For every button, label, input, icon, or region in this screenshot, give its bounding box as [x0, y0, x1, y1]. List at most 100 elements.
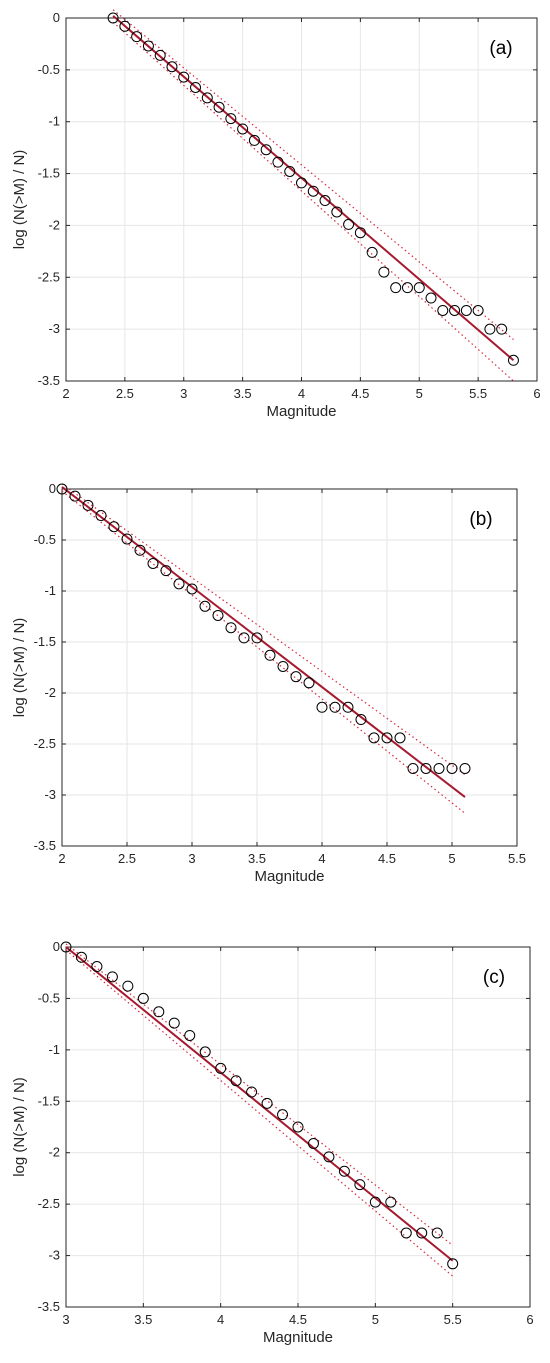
- data-point: [106, 971, 118, 983]
- data-point: [425, 292, 437, 304]
- data-point: [201, 92, 213, 104]
- data-point: [447, 1258, 459, 1270]
- x-tick-label: 2.5: [118, 851, 136, 866]
- data-point: [168, 1017, 180, 1029]
- x-tick-label: 5: [416, 386, 423, 401]
- x-tick-label: 2.5: [116, 386, 134, 401]
- data-point: [338, 1165, 350, 1177]
- data-point: [459, 762, 471, 774]
- data-point: [190, 81, 202, 93]
- x-tick-label: 2: [58, 851, 65, 866]
- y-tick-label: 0: [49, 481, 56, 496]
- data-point: [69, 490, 81, 502]
- y-tick-label: -1: [44, 583, 56, 598]
- y-tick-label: -2: [48, 1145, 60, 1160]
- x-tick-label: 3.5: [134, 1312, 152, 1327]
- data-point: [251, 632, 263, 644]
- data-point: [355, 714, 367, 726]
- x-tick-label: 5.5: [508, 851, 526, 866]
- data-point: [331, 206, 343, 218]
- data-point: [91, 961, 103, 973]
- data-point: [354, 227, 366, 239]
- data-point: [484, 323, 496, 335]
- data-point: [446, 762, 458, 774]
- y-tick-label: -3: [44, 787, 56, 802]
- data-point: [75, 951, 87, 963]
- panel-label: (b): [469, 509, 492, 530]
- panel-1: 2 2.5 3 3.5 4 4.5 5 5.5 6 0 -0.5 -1 -1.5 -2 -2.5 -3 -3.5…: [11, 9, 541, 420]
- y-tick-label: -2.5: [34, 736, 56, 751]
- data-point: [173, 578, 185, 590]
- data-point: [369, 1196, 381, 1208]
- data-point: [225, 113, 237, 125]
- x-tick-label: 6: [533, 386, 540, 401]
- data-point: [248, 134, 260, 146]
- data-point: [261, 1097, 273, 1109]
- confidence-bound-line: [61, 490, 466, 814]
- data-point: [122, 980, 134, 992]
- y-tick-label: -2.5: [38, 1196, 60, 1211]
- y-tick-label: -0.5: [38, 990, 60, 1005]
- y-tick-label: -2.5: [38, 269, 60, 284]
- data-point: [368, 732, 380, 744]
- x-tick-label: 5.5: [444, 1312, 462, 1327]
- data-point: [496, 323, 508, 335]
- plot-frame: [61, 488, 518, 847]
- x-tick-label: 4: [318, 851, 325, 866]
- y-tick-label: -0.5: [38, 62, 60, 77]
- y-axis-label: log (N(>M) / N): [11, 618, 28, 718]
- y-tick-label: -1.5: [38, 1093, 60, 1108]
- x-tick-label: 3.5: [234, 386, 252, 401]
- data-point: [134, 544, 146, 556]
- x-tick-label: 6: [526, 1312, 533, 1327]
- data-point: [107, 12, 119, 24]
- data-point: [56, 483, 68, 495]
- data-point: [246, 1086, 258, 1098]
- data-point: [212, 609, 224, 621]
- data-point: [238, 632, 250, 644]
- data-point: [296, 177, 307, 189]
- data-point: [119, 20, 131, 32]
- data-point: [277, 660, 289, 672]
- x-tick-label: 3.5: [248, 851, 266, 866]
- data-point: [95, 510, 107, 522]
- data-point: [147, 557, 159, 569]
- data-point: [292, 1121, 304, 1133]
- data-point: [378, 266, 390, 278]
- regression-fit-line: [65, 946, 454, 1262]
- data-point: [449, 304, 461, 316]
- y-tick-label: -3.5: [38, 1299, 60, 1314]
- x-tick-label: 4: [298, 386, 305, 401]
- data-point: [82, 499, 94, 511]
- data-point: [60, 941, 72, 953]
- confidence-bound-line: [61, 483, 466, 776]
- data-point: [431, 1227, 443, 1239]
- data-point: [160, 565, 172, 577]
- data-point: [413, 282, 425, 294]
- data-point: [199, 600, 211, 612]
- y-tick-label: -2: [48, 217, 60, 232]
- y-tick-label: -0.5: [34, 532, 56, 547]
- data-point: [137, 992, 149, 1004]
- x-tick-label: 3: [62, 1312, 69, 1327]
- x-tick-label: 2: [62, 386, 69, 401]
- data-point: [237, 123, 249, 135]
- x-tick-label: 5: [448, 851, 455, 866]
- y-tick-label: -1: [48, 114, 60, 129]
- data-point: [272, 156, 284, 168]
- data-point: [230, 1075, 242, 1087]
- y-axis-label: log (N(>M) / N): [11, 150, 28, 250]
- data-point: [154, 49, 166, 61]
- y-tick-label: 0: [53, 10, 60, 25]
- y-tick-label: -3.5: [34, 838, 56, 853]
- data-point: [213, 101, 225, 113]
- data-point: [260, 144, 272, 156]
- data-point: [401, 282, 413, 294]
- data-point: [264, 649, 276, 661]
- data-point: [142, 40, 154, 52]
- confidence-bound-line: [112, 21, 514, 382]
- y-tick-label: -1: [48, 1042, 60, 1057]
- x-tick-label: 5: [372, 1312, 379, 1327]
- data-point: [420, 762, 432, 774]
